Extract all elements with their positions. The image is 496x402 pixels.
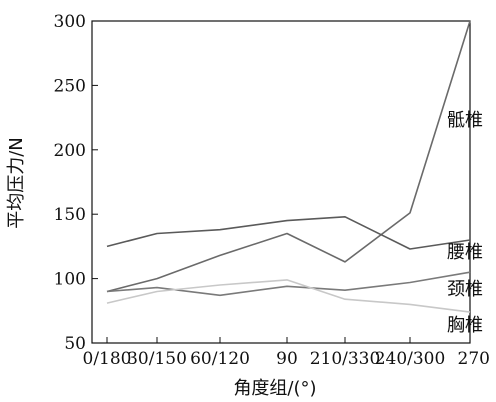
y-tick-label: 200 — [54, 141, 86, 161]
y-tick-label: 300 — [54, 12, 86, 32]
x-tick-label: 240/300 — [375, 349, 446, 369]
series-label-2: 腰椎 — [447, 242, 483, 263]
x-tick-label: 270 — [458, 349, 490, 369]
plot-frame — [92, 21, 470, 343]
y-tick-label: 250 — [54, 76, 86, 96]
series-lines — [107, 21, 470, 312]
x-tick-label: 90 — [276, 349, 298, 369]
series-label-3: 颈椎 — [447, 279, 483, 300]
x-tick-label: 0/180 — [83, 349, 132, 369]
y-tick-label: 150 — [54, 205, 86, 225]
x-tick-label: 30/150 — [127, 349, 187, 369]
y-axis-title: 平均压力/N — [6, 137, 27, 229]
y-tick-label: 100 — [54, 270, 86, 290]
series-label-4: 胸椎 — [447, 315, 483, 336]
x-tick-label: 60/120 — [190, 349, 250, 369]
axes — [92, 21, 470, 343]
series-line-1 — [107, 21, 470, 292]
x-tick-label: 210/330 — [310, 349, 381, 369]
series-line-2 — [107, 217, 470, 249]
x-axis-title: 角度组/(°) — [233, 378, 316, 399]
series-label-1: 骶椎 — [447, 110, 483, 131]
series-line-4 — [107, 280, 470, 312]
